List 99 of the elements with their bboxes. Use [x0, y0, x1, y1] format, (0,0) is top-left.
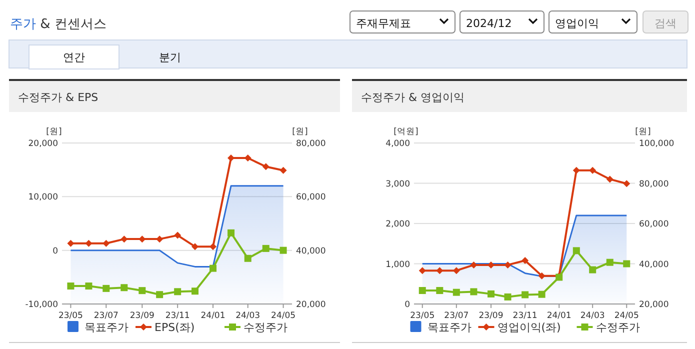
x-tick-label: 24/01	[546, 311, 572, 321]
point	[623, 260, 630, 268]
point	[538, 290, 546, 298]
point	[589, 166, 596, 174]
x-tick-label: 23/09	[478, 311, 504, 321]
point	[452, 267, 460, 274]
point	[572, 247, 580, 254]
point	[138, 236, 146, 243]
point	[244, 254, 252, 262]
point	[156, 291, 164, 298]
point	[436, 287, 444, 294]
x-tick-label: 23/09	[130, 311, 154, 321]
point	[174, 288, 182, 296]
y2-tick-label: 60,000	[296, 192, 326, 203]
point	[436, 267, 444, 274]
point	[210, 243, 217, 250]
y-tick-label: 10,000	[28, 192, 58, 203]
y2-tick-label: 40,000	[639, 260, 669, 270]
y-tick-label: 3,000	[386, 179, 410, 190]
point	[102, 284, 110, 292]
legend-label: EPS(좌)	[154, 321, 195, 334]
text: 분기	[159, 51, 181, 64]
point	[572, 166, 580, 174]
y-tick-label: 1,000	[386, 260, 410, 270]
point	[452, 288, 460, 296]
point	[228, 229, 235, 236]
y2-axis-title: [원]	[635, 127, 651, 137]
y-tick-label: 0	[52, 246, 58, 256]
point	[102, 240, 110, 247]
text: 검색	[654, 17, 676, 30]
chart-title: 수정주가 & EPS	[18, 91, 98, 104]
y-axis-title: [억원]	[394, 127, 418, 137]
point	[522, 291, 529, 298]
point	[67, 282, 74, 290]
x-tick-label: 24/03	[236, 311, 260, 321]
legend-label: 목표주가	[427, 321, 472, 334]
point	[606, 176, 614, 183]
point	[210, 264, 217, 272]
point	[85, 282, 92, 290]
y2-tick-label: 60,000	[639, 220, 669, 230]
point	[280, 246, 287, 254]
x-tick-label: 23/05	[58, 311, 83, 321]
point	[470, 288, 478, 296]
y-tick-label: -10,000	[25, 300, 58, 310]
x-tick-label: 23/11	[512, 311, 538, 321]
point	[192, 288, 199, 295]
text: 영업이익	[555, 17, 599, 30]
y-tick-label: 2,000	[386, 220, 410, 230]
point	[488, 290, 495, 298]
chart-title: 수정주가 & 영업이익	[361, 91, 465, 104]
y-axis-title: [원]	[46, 127, 62, 137]
x-tick-label: 23/07	[444, 311, 469, 321]
legend-label: 수정주가	[244, 321, 288, 334]
text: 2024/12	[466, 17, 512, 30]
point	[174, 232, 182, 239]
text: 주가 & 컨센서스	[10, 17, 106, 32]
point	[120, 236, 128, 243]
point	[138, 287, 146, 294]
point	[504, 261, 512, 268]
point	[244, 154, 252, 162]
legend-label: 목표주가	[84, 321, 128, 334]
x-tick-label: 23/07	[94, 311, 118, 321]
point	[623, 180, 630, 188]
point	[418, 267, 426, 274]
point	[67, 240, 74, 247]
y2-tick-label: 80,000	[639, 179, 669, 190]
legend-label: 영업이익(좌)	[497, 321, 561, 334]
point	[262, 163, 270, 170]
y2-tick-label: 20,000	[296, 300, 326, 310]
legend-label: 수정주가	[596, 321, 640, 334]
y2-tick-label: 100,000	[639, 139, 674, 149]
y2-tick-label: 20,000	[639, 300, 669, 310]
point	[156, 236, 164, 243]
x-tick-label: 24/05	[271, 311, 296, 321]
point	[589, 266, 596, 274]
y-tick-label: 4,000	[386, 139, 410, 149]
x-tick-label: 24/03	[580, 311, 605, 321]
point	[85, 240, 92, 247]
x-tick-label: 23/05	[410, 311, 435, 321]
point	[262, 244, 270, 252]
x-tick-label: 23/11	[165, 311, 190, 321]
x-tick-label: 24/05	[614, 311, 639, 321]
point	[418, 287, 426, 294]
point	[120, 284, 128, 292]
point	[504, 293, 512, 300]
point	[538, 272, 546, 280]
point	[280, 166, 287, 174]
text: 주재무제표	[356, 17, 411, 30]
point	[470, 261, 478, 268]
y-tick-label: 0	[404, 300, 410, 310]
y2-tick-label: 40,000	[296, 246, 326, 256]
x-tick-label: 24/01	[200, 311, 226, 321]
point	[606, 258, 614, 266]
point	[522, 257, 529, 264]
y2-tick-label: 80,000	[296, 139, 326, 149]
y-tick-label: 20,000	[28, 139, 58, 149]
point	[192, 243, 199, 250]
text: 연간	[63, 51, 85, 64]
y2-axis-title: [원]	[292, 127, 308, 137]
